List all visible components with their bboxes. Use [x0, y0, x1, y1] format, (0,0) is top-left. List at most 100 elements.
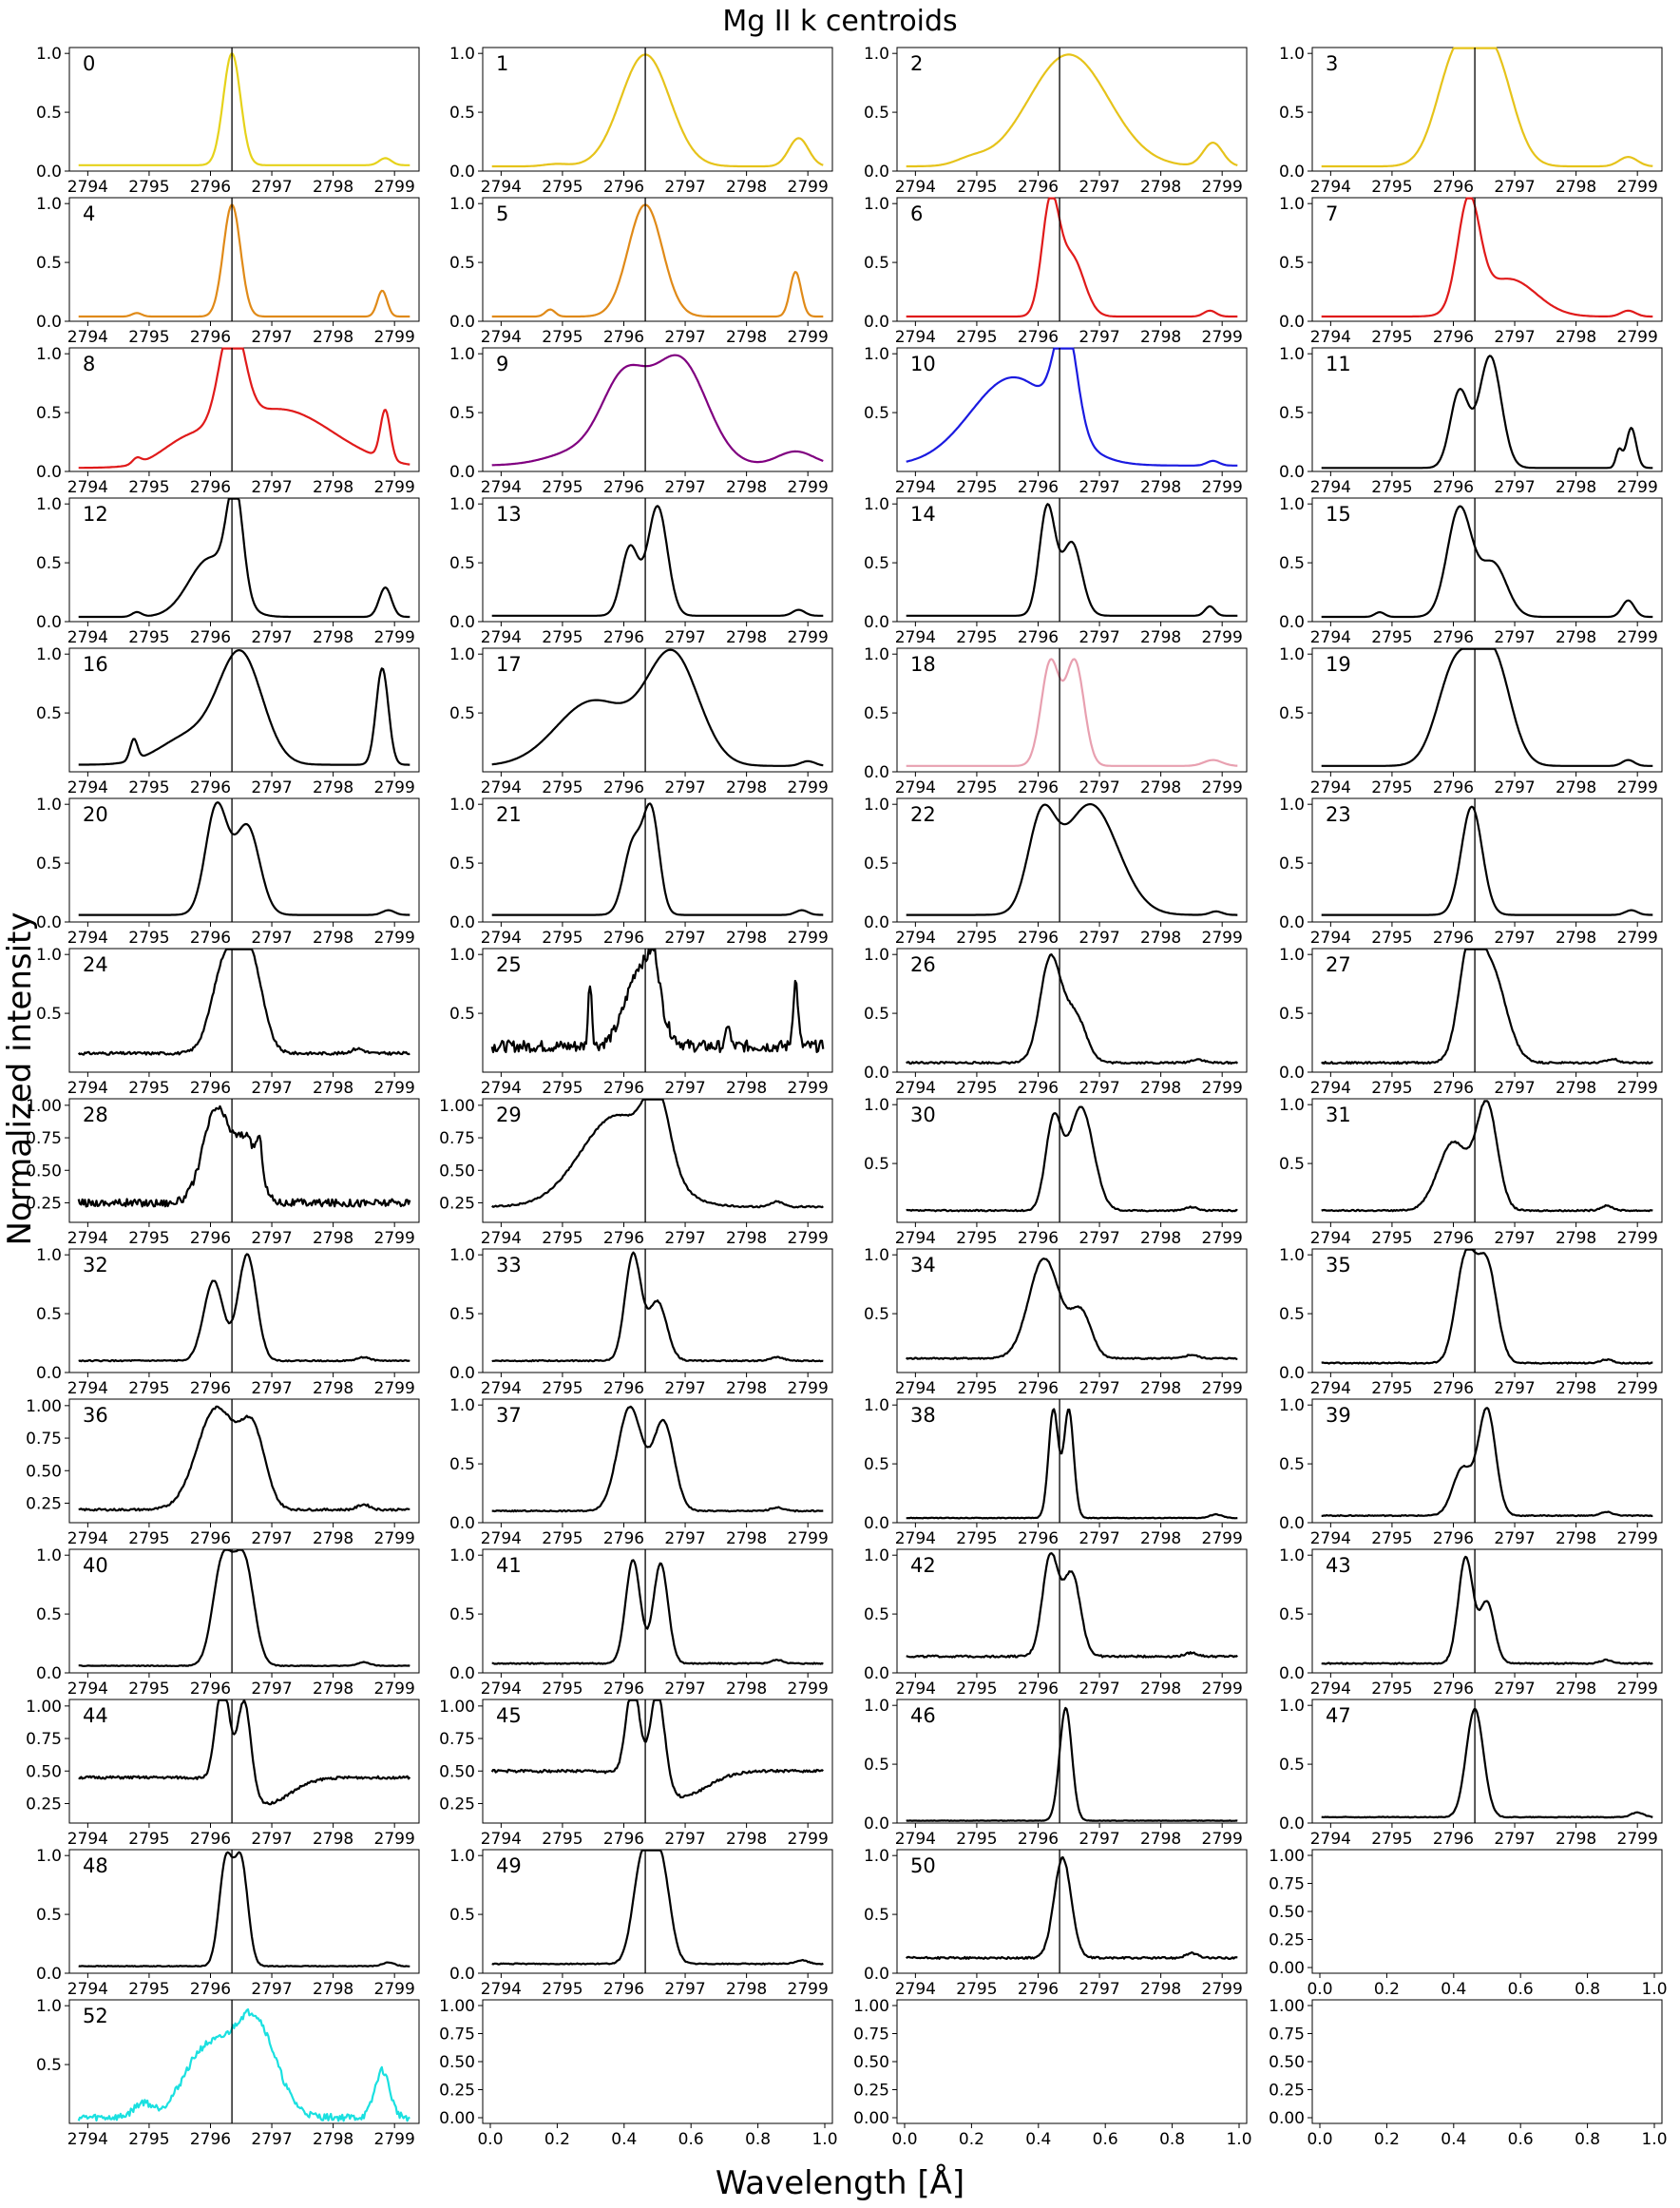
x-tick-label: 2795: [128, 1079, 169, 1098]
axes-frame: [1311, 1999, 1663, 2124]
axes-frame: [1311, 797, 1663, 923]
panel-47: 2794 2795 2796 2797 2798 2799 0.0 0.5 1.0 47: [1279, 1697, 1663, 1849]
axes-frame: [68, 1999, 420, 2124]
panel-46: 2794 2795 2796 2797 2798 2799 0.0 0.5 1.0 46: [864, 1697, 1248, 1849]
y-tick-label: 0.5: [864, 1155, 889, 1174]
panel-43: 2794 2795 2796 2797 2798 2799 0.0 0.5 1.0 43: [1279, 1546, 1663, 1699]
y-tick-label: 0.5: [449, 104, 475, 123]
x-tick-label: 2798: [1140, 1079, 1181, 1098]
axes-frame: [482, 1999, 833, 2124]
x-tick-label: 2798: [313, 178, 353, 197]
panel-12: 2794 2795 2796 2797 2798 2799 0.0 0.5 1.0 12: [36, 495, 420, 647]
axes-frame: [68, 797, 420, 923]
panel-23: 2794 2795 2796 2797 2798 2799 0.0 0.5 1.0 23: [1279, 796, 1663, 948]
x-tick-label: 2795: [1371, 778, 1412, 797]
panel-label: 52: [83, 2005, 108, 2027]
spectrum-line: [1321, 197, 1653, 318]
y-tick-label: 0.5: [36, 554, 62, 573]
axes-frame: [896, 1248, 1248, 1373]
x-tick-label: 2794: [67, 1830, 108, 1849]
x-tick-label: 2794: [1310, 1680, 1351, 1699]
x-tick-label: 2796: [190, 1980, 231, 1999]
x-tick-label: 2798: [1556, 778, 1596, 797]
x-tick-label: 2794: [67, 178, 108, 197]
x-tick-label: 2799: [374, 929, 415, 948]
x-tick-label: 2794: [895, 1980, 936, 1999]
x-tick-label: 2795: [956, 1079, 997, 1098]
spectrum-line: [78, 1699, 411, 1806]
x-tick-label: 2796: [190, 1079, 231, 1098]
x-tick-label: 2797: [664, 1529, 705, 1548]
x-tick-label: 2799: [1617, 1830, 1658, 1849]
y-tick-label: 0.5: [864, 1305, 889, 1324]
y-tick-label: 0.5: [36, 704, 62, 723]
y-tick-label: 0.0: [1279, 1364, 1305, 1383]
panel-3: 2794 2795 2796 2797 2798 2799 0.0 0.5 1.0 3: [1279, 45, 1663, 197]
axes-frame: [482, 497, 833, 623]
y-tick-label: 1.0: [36, 1847, 62, 1866]
x-tick-label: 2798: [726, 178, 767, 197]
y-tick-label: 1.0: [864, 1246, 889, 1265]
x-tick-label: 2797: [1079, 1079, 1119, 1098]
y-tick-label: 0.00: [439, 2109, 475, 2128]
spectrum-line: [491, 802, 824, 916]
x-tick-label: 2794: [895, 1529, 936, 1548]
x-tick-label: 2798: [1140, 1680, 1181, 1699]
x-tick-label: 2797: [1079, 1830, 1119, 1849]
x-tick-label: 2794: [481, 778, 522, 797]
x-tick-label: 2794: [67, 628, 108, 647]
axes-frame: [896, 948, 1248, 1073]
x-tick-label: 2799: [374, 1830, 415, 1849]
panel-15: 2794 2795 2796 2797 2798 2799 0.0 0.5 1.0 15: [1279, 495, 1663, 647]
y-tick-label: 0.75: [1269, 2026, 1305, 2045]
x-tick-label: 2797: [1079, 478, 1119, 497]
y-tick-label: 1.0: [36, 796, 62, 815]
x-tick-label: 2797: [251, 929, 292, 948]
axes-frame: [482, 647, 833, 773]
x-tick-label: 2797: [1079, 1529, 1119, 1548]
x-tick-label: 2795: [128, 1980, 169, 1999]
x-tick-label: 2795: [1371, 929, 1412, 948]
axes-frame: [896, 347, 1248, 472]
figure-title: Mg II k centroids: [722, 5, 957, 38]
panel-26: 2794 2795 2796 2797 2798 2799 0.0 0.5 1.0 26: [864, 946, 1248, 1098]
x-tick-label: 2795: [956, 1229, 997, 1248]
spectrum-line: [78, 1548, 410, 1668]
x-tick-label: 2796: [1433, 1079, 1474, 1098]
panel-41: 2794 2795 2796 2797 2798 2799 0.0 0.5 1.0 41: [449, 1546, 833, 1699]
x-tick-label: 2796: [603, 929, 644, 948]
axes-frame: [482, 1849, 833, 1974]
x-tick-label: 0.6: [1508, 2130, 1534, 2149]
x-tick-label: 2795: [128, 929, 169, 948]
x-tick-label: 2796: [1018, 628, 1059, 647]
panel-label: 2: [910, 52, 923, 75]
x-tick-label: 2799: [788, 929, 829, 948]
panel-5: 2794 2795 2796 2797 2798 2799 0.0 0.5 1.0 5: [449, 195, 833, 347]
y-tick-label: 0.5: [864, 1906, 889, 1925]
x-tick-label: 2795: [1371, 1830, 1412, 1849]
x-tick-label: 0.8: [745, 2130, 771, 2149]
y-tick-label: 0.75: [853, 2026, 889, 2045]
axes-frame: [482, 797, 833, 923]
x-tick-label: 2798: [1140, 628, 1181, 647]
x-tick-label: 2794: [1310, 1079, 1351, 1098]
x-tick-label: 2796: [603, 1379, 644, 1398]
spectrum-line: [906, 952, 1239, 1066]
panel-label: 22: [910, 803, 936, 826]
y-tick-label: 1.0: [449, 195, 475, 214]
axes-frame: [68, 647, 420, 773]
y-tick-label: 1.00: [26, 1698, 62, 1717]
spectrum-line: [1321, 1707, 1653, 1819]
x-tick-label: 2798: [313, 778, 353, 797]
x-tick-label: 2798: [1140, 1229, 1181, 1248]
x-tick-label: 2796: [603, 328, 644, 347]
x-tick-label: 2798: [1556, 1229, 1596, 1248]
x-tick-label: 2799: [374, 328, 415, 347]
panel-38: 2794 2795 2796 2797 2798 2799 0.0 0.5 1.0 38: [864, 1396, 1248, 1548]
x-tick-label: 2796: [190, 478, 231, 497]
x-tick-label: 2794: [481, 478, 522, 497]
panel-label: 50: [910, 1854, 936, 1877]
x-tick-label: 0.2: [1374, 1980, 1400, 1999]
x-tick-label: 2799: [374, 778, 415, 797]
